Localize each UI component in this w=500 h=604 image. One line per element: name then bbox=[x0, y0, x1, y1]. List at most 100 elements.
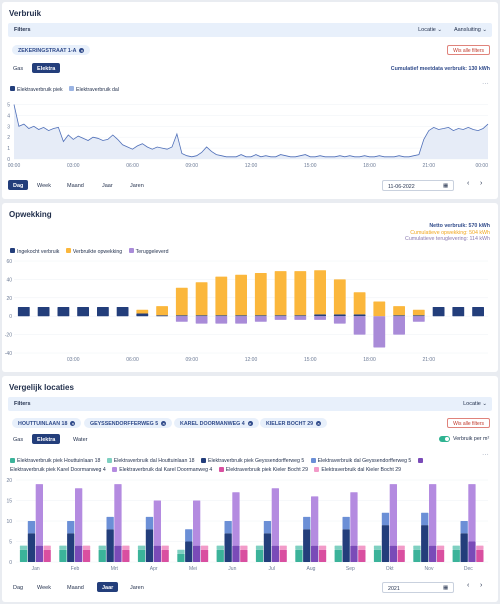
bar-location-2 bbox=[311, 545, 319, 562]
period-jaar[interactable]: Jaar bbox=[102, 182, 113, 189]
period-dag[interactable]: Dag bbox=[13, 584, 24, 591]
legend-swatch bbox=[112, 466, 118, 472]
next-arrow-icon[interactable]: › bbox=[480, 582, 483, 589]
period-jaren[interactable]: Jaren bbox=[130, 584, 144, 591]
tab-elektra[interactable]: Elektra bbox=[32, 434, 61, 444]
period-week[interactable]: Week bbox=[37, 584, 51, 591]
legend-item[interactable]: Elektraverbruik dal Houttuinlaan 18 bbox=[106, 457, 195, 464]
chart-menu-icon[interactable]: ··· bbox=[482, 452, 489, 458]
bar-location-0 bbox=[98, 545, 106, 550]
legend-item[interactable]: Ingekocht verbruik bbox=[10, 248, 59, 255]
bar-location-0 bbox=[216, 545, 224, 550]
bar-location-3 bbox=[436, 545, 445, 550]
bar-location-1 bbox=[303, 516, 311, 530]
legend-swatch bbox=[201, 457, 206, 463]
chart-menu-icon[interactable]: ··· bbox=[482, 81, 489, 87]
period-jaren[interactable]: Jaren bbox=[130, 182, 144, 189]
period-maand[interactable]: Maand bbox=[67, 182, 84, 189]
bar-location-2 bbox=[350, 545, 358, 562]
bar-location-1 bbox=[145, 516, 154, 530]
x-tick-label: 18:00 bbox=[363, 163, 376, 169]
legend-swatch bbox=[128, 248, 134, 253]
period-dag[interactable]: Dag bbox=[8, 180, 29, 190]
period-week[interactable]: Week bbox=[37, 182, 51, 189]
close-icon[interactable]: × bbox=[79, 48, 85, 53]
area-fill bbox=[14, 104, 488, 159]
legend-swatch bbox=[417, 457, 423, 463]
location-chip[interactable]: HOUTTUINLAAN 18 × bbox=[12, 418, 82, 428]
location-chip[interactable]: GEYSSENDORFFERWEG 5 × bbox=[84, 418, 173, 428]
legend-item[interactable]: Elektraverbruik piek Karel Doormanweg 4 bbox=[10, 457, 425, 473]
bar-location-0 bbox=[216, 549, 224, 562]
date-picker[interactable]: 11-06-2022 ▦ bbox=[382, 180, 454, 191]
x-tick-label: 15:00 bbox=[304, 163, 317, 169]
opwekking-card: Opwekking Netto verbruik: 570 kWh Cumula… bbox=[2, 203, 498, 372]
x-tick-label: Dec bbox=[464, 566, 473, 572]
bar-location-0 bbox=[59, 545, 67, 550]
legend-item[interactable]: Elektraverbruik dal Kieler Bocht 29 bbox=[314, 466, 401, 473]
bar-location-0 bbox=[98, 549, 106, 562]
next-arrow-icon[interactable]: › bbox=[480, 180, 483, 187]
location-chip[interactable]: KIELER BOCHT 29 × bbox=[260, 418, 328, 428]
y-tick-label: 15 bbox=[6, 499, 12, 505]
verbruik-per-m2-toggle[interactable] bbox=[439, 436, 450, 442]
x-tick-label: Mrt bbox=[111, 566, 119, 572]
prev-arrow-icon[interactable]: ‹ bbox=[467, 582, 470, 589]
bar-location-3 bbox=[318, 549, 327, 562]
bar-ingekocht bbox=[294, 315, 307, 317]
bar-ingekocht bbox=[215, 315, 228, 317]
legend-item[interactable]: Elektraverbruik dal bbox=[69, 86, 119, 93]
bar-ingekocht bbox=[235, 315, 247, 317]
period-jaar[interactable]: Jaar bbox=[97, 582, 119, 592]
opwekking-chart: -40 -20 0 20 40 60 03:00 06:00 09:00 12:00 15:00 18… bbox=[5, 259, 488, 363]
close-icon[interactable]: × bbox=[70, 421, 76, 426]
bar-teruggeleverd bbox=[412, 316, 425, 322]
bar-location-0 bbox=[177, 549, 185, 554]
tab-elektra[interactable]: Elektra bbox=[32, 63, 61, 73]
legend-item[interactable]: Verbruikte opwekking bbox=[65, 248, 122, 255]
close-icon[interactable]: × bbox=[247, 421, 253, 426]
prev-arrow-icon[interactable]: ‹ bbox=[467, 180, 470, 187]
period-maand[interactable]: Maand bbox=[67, 584, 84, 591]
legend-item[interactable]: Teruggeleverd bbox=[128, 248, 168, 255]
x-tick-label: Okt bbox=[386, 566, 394, 572]
close-icon[interactable]: × bbox=[316, 421, 322, 426]
bar-teruggeleverd bbox=[333, 316, 346, 324]
legend-item[interactable]: Elektraverbruik piek Kieler Bocht 29 bbox=[218, 466, 308, 473]
location-chip[interactable]: KAREL DOORMANWEG 4 × bbox=[174, 418, 259, 428]
legend-swatch bbox=[314, 466, 320, 472]
chip-label: GEYSSENDORFFERWEG 5 bbox=[90, 420, 159, 427]
locatie-dropdown[interactable]: Locatie ⌄ bbox=[463, 401, 487, 407]
x-tick-label: Apr bbox=[150, 566, 158, 572]
legend-item[interactable]: Elektraverbruik piek Houttuinlaan 18 bbox=[10, 457, 100, 464]
legend-label: Elektraverbruik dal Houttuinlaan 18 bbox=[113, 458, 195, 464]
locatie-dropdown[interactable]: Locatie ⌄ bbox=[418, 27, 442, 33]
netto-text: Netto verbruik: 570 kWh bbox=[429, 223, 490, 229]
legend-item[interactable]: Elektraverbruik piek Geyssendorfferweg 5 bbox=[201, 457, 304, 464]
x-tick-label: 06:00 bbox=[126, 357, 139, 363]
legend-item[interactable]: Elektraverbruik dal Geyssendorfferweg 5 bbox=[310, 457, 411, 464]
tab-gas[interactable]: Gas bbox=[13, 65, 24, 72]
legend-swatch bbox=[10, 457, 15, 463]
bar-verbruikte-opwekking bbox=[274, 271, 287, 316]
aansluiting-dropdown[interactable]: Aansluiting ⌄ bbox=[453, 27, 487, 33]
x-tick-label: Sep bbox=[346, 566, 355, 572]
clear-filters-button[interactable]: Wis alle filters bbox=[447, 418, 490, 428]
bar-location-0 bbox=[373, 549, 382, 562]
x-tick-label: 18:00 bbox=[363, 357, 376, 363]
location-chip[interactable]: ZEKERINGSTRAAT 1-A × bbox=[12, 45, 91, 55]
opwekking-legend: Ingekocht verbruik Verbruikte opwekking … bbox=[10, 248, 173, 255]
clear-filters-button[interactable]: Wis alle filters bbox=[447, 45, 490, 55]
legend-item[interactable]: Elektraverbruik dal Karel Doormanweg 4 bbox=[112, 466, 212, 473]
close-icon[interactable]: × bbox=[161, 421, 167, 426]
bar-location-2 bbox=[271, 488, 279, 546]
bar-location-2 bbox=[429, 545, 437, 562]
tab-water[interactable]: Water bbox=[73, 436, 88, 443]
verbruik-title: Verbruik bbox=[9, 9, 42, 18]
bar-teruggeleverd bbox=[235, 316, 247, 324]
year-picker[interactable]: 2021 ▦ bbox=[382, 582, 454, 593]
opwekking-title: Opwekking bbox=[9, 210, 52, 219]
bar-location-1 bbox=[460, 521, 468, 534]
legend-item[interactable]: Elektraverbruik piek bbox=[10, 86, 63, 93]
tab-gas[interactable]: Gas bbox=[13, 436, 24, 443]
